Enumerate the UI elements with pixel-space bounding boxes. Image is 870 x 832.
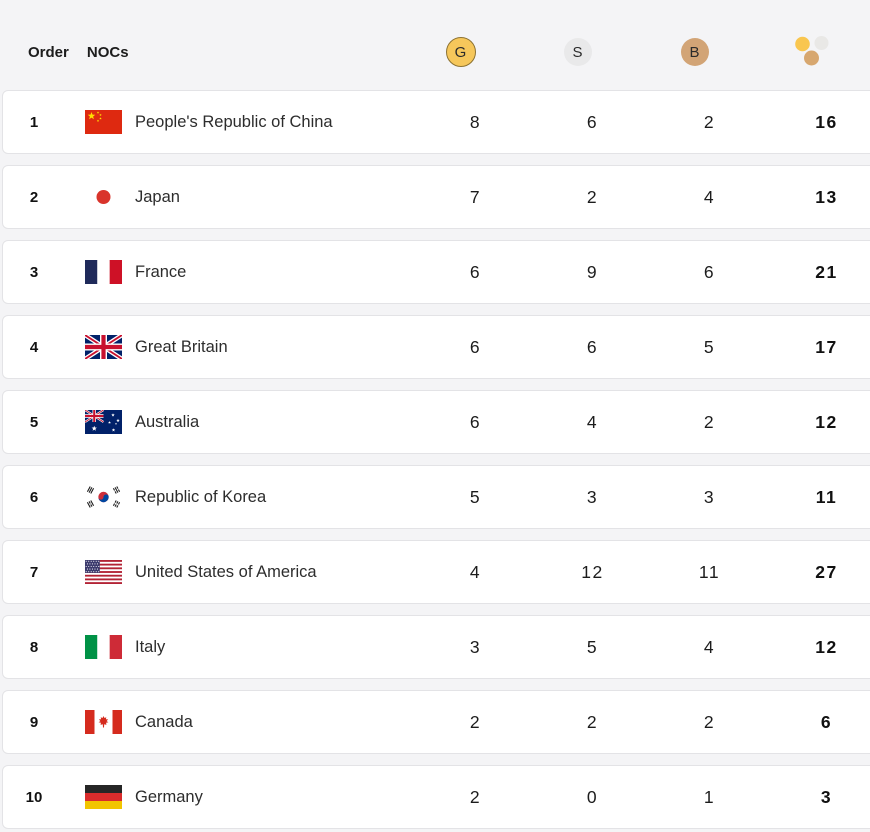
gold-count: 6 — [469, 411, 482, 432]
flag-icon-it — [85, 635, 122, 659]
silver-count: 9 — [586, 261, 599, 282]
gold-count: 5 — [469, 486, 482, 507]
flag-icon-kr — [85, 485, 122, 509]
medal-table-header: Order NOCs G S B — [0, 0, 870, 90]
total-count: 6 — [820, 711, 833, 732]
gold-medal-icon: G — [445, 37, 476, 67]
gold-count: 3 — [469, 636, 482, 657]
gold-count: 2 — [469, 786, 482, 807]
nocs-column-header: NOCs — [86, 43, 129, 61]
silver-count: 5 — [586, 636, 599, 657]
bronze-count: 4 — [703, 636, 716, 657]
noc-name: Canada — [135, 712, 193, 731]
silver-medal-icon: S — [563, 38, 592, 66]
table-row-jp[interactable]: 2 Japan 7 2 4 13 — [2, 165, 870, 229]
silver-count: 12 — [581, 561, 604, 582]
noc-name: Australia — [135, 412, 200, 431]
silver-count: 2 — [586, 711, 599, 732]
gold-count: 6 — [469, 336, 482, 357]
gold-count: 7 — [469, 186, 482, 207]
bronze-count: 2 — [703, 411, 716, 432]
order-value: 6 — [29, 488, 39, 506]
table-row-au[interactable]: 5 Australia 6 4 2 12 — [2, 390, 870, 454]
total-count: 3 — [820, 786, 833, 807]
order-value: 1 — [29, 113, 39, 131]
bronze-count: 3 — [703, 486, 716, 507]
silver-count: 6 — [586, 336, 599, 357]
bronze-count: 2 — [703, 711, 716, 732]
total-count: 11 — [815, 486, 838, 507]
flag-icon-au — [85, 410, 122, 434]
flag-icon-cn — [85, 110, 122, 134]
noc-name: Italy — [135, 637, 166, 656]
flag-icon-ca — [85, 710, 122, 734]
flag-icon-us — [85, 560, 122, 584]
noc-name: Republic of Korea — [135, 487, 267, 506]
noc-name: Japan — [135, 187, 180, 206]
order-value: 4 — [29, 338, 39, 356]
gold-count: 2 — [469, 711, 482, 732]
order-value: 9 — [29, 713, 39, 731]
order-value: 8 — [29, 638, 39, 656]
total-count: 17 — [815, 336, 838, 357]
total-count: 13 — [815, 186, 838, 207]
bronze-medal-icon: B — [680, 38, 709, 66]
header-left: Order NOCs — [2, 44, 129, 61]
noc-name: Germany — [135, 787, 203, 806]
silver-count: 0 — [586, 786, 599, 807]
table-row-de[interactable]: 10 Germany 2 0 1 3 — [2, 765, 870, 829]
noc-name: France — [135, 262, 187, 281]
total-count: 21 — [815, 261, 838, 282]
bronze-count: 5 — [703, 336, 716, 357]
noc-name: United States of America — [135, 562, 317, 581]
bronze-count: 6 — [703, 261, 716, 282]
noc-name: People's Republic of China — [135, 112, 333, 131]
total-count: 27 — [815, 561, 838, 582]
silver-count: 6 — [586, 111, 599, 132]
total-count: 12 — [815, 636, 838, 657]
table-row-it[interactable]: 8 Italy 3 5 4 12 — [2, 615, 870, 679]
bronze-count: 2 — [703, 111, 716, 132]
order-value: 5 — [29, 413, 39, 431]
flag-icon-gb — [85, 335, 122, 359]
bronze-count: 1 — [703, 786, 716, 807]
bronze-count: 11 — [698, 561, 721, 582]
order-value: 7 — [29, 563, 39, 581]
order-value: 2 — [29, 188, 39, 206]
silver-count: 4 — [586, 411, 599, 432]
silver-count: 2 — [586, 186, 599, 207]
gold-count: 6 — [469, 261, 482, 282]
total-count: 12 — [815, 411, 838, 432]
noc-name: Great Britain — [135, 337, 228, 356]
silver-count: 3 — [586, 486, 599, 507]
table-row-gb[interactable]: 4 Great Britain 6 6 5 17 — [2, 315, 870, 379]
flag-icon-fr — [85, 260, 122, 284]
order-value: 10 — [25, 788, 43, 806]
bronze-count: 4 — [703, 186, 716, 207]
table-row-us[interactable]: 7 United States of America 4 12 11 27 — [2, 540, 870, 604]
table-row-cn[interactable]: 1 People's Republic of China 8 6 2 16 — [2, 90, 870, 154]
medal-table-rows: 1 People's Republic of China 8 6 2 16 2 … — [0, 90, 870, 829]
flag-icon-de — [85, 785, 122, 809]
table-row-ca[interactable]: 9 Canada 2 2 2 6 — [2, 690, 870, 754]
table-row-fr[interactable]: 3 France 6 9 6 21 — [2, 240, 870, 304]
order-column-header: Order — [28, 43, 69, 61]
total-count: 16 — [815, 111, 838, 132]
gold-count: 8 — [469, 111, 482, 132]
flag-icon-jp — [85, 185, 122, 209]
order-value: 3 — [29, 263, 39, 281]
gold-count: 4 — [469, 561, 482, 582]
total-medals-icon — [793, 34, 831, 71]
table-row-kr[interactable]: 6 Republic of Korea 5 3 3 11 — [2, 465, 870, 529]
